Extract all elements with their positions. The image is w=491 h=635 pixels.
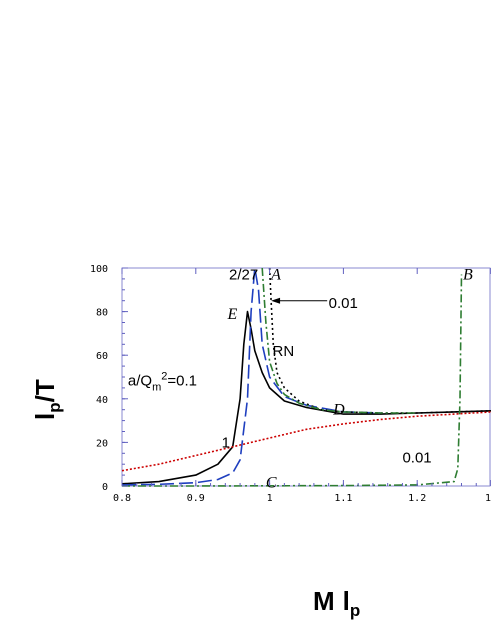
annotation-label: 2/27	[229, 267, 258, 284]
y-tick-label: 0	[102, 482, 108, 493]
annotation-label: A	[270, 267, 281, 284]
y-axis-title-main: l	[30, 413, 60, 420]
x-tick-label: 1.	[485, 493, 491, 504]
annotation-label: 0.01	[329, 295, 358, 312]
x-axis-title-main: M	[313, 586, 335, 616]
annotation-label: D	[332, 402, 345, 419]
y-axis-title-tail: /T	[30, 379, 60, 402]
x-tick-label: 0.9	[187, 493, 205, 504]
y-axis-title: lp/T	[30, 379, 64, 420]
arrow-head	[271, 297, 281, 304]
x-tick-label: 1	[267, 493, 273, 504]
annotations: 2/27 A B 0.01 E RN D 1 0.01 C	[222, 267, 473, 492]
parameter-label-pre: a/Q	[128, 373, 152, 390]
y-tick-label: 40	[96, 395, 108, 406]
y-tick-label: 20	[96, 438, 108, 449]
parameter-label: a/Qm2=0.1	[128, 371, 197, 394]
series-line	[121, 310, 491, 485]
annotation-label: E	[227, 306, 238, 323]
series-line	[121, 267, 381, 486]
x-axis-title-sep: l	[343, 586, 350, 616]
x-tick-label: 0.8	[113, 493, 131, 504]
annotation-label: 1	[222, 434, 230, 451]
series-line	[261, 267, 418, 414]
x-axis-title-sub: p	[350, 601, 360, 620]
parameter-label-sup: 2	[161, 371, 167, 383]
y-tick-label: 80	[96, 308, 108, 319]
arrow-annotation	[271, 297, 328, 304]
y-tick-label: 100	[90, 264, 108, 275]
annotation-label: 0.01	[402, 450, 431, 467]
y-axis-title-sub: p	[45, 402, 64, 412]
y-tick-label: 60	[96, 351, 108, 362]
series-line	[268, 267, 491, 414]
series-line	[121, 411, 491, 472]
parameter-label-post: =0.1	[167, 373, 197, 390]
parameter-label-sub: m	[152, 382, 161, 394]
annotation-label: B	[463, 267, 473, 284]
annotation-label: C	[266, 475, 277, 492]
axis-ticks: 0.8 0.9 1 1.1 1.2 1. 0 20 40 60 80 100	[90, 264, 491, 504]
x-tick-label: 1.1	[334, 493, 352, 504]
annotation-label: RN	[273, 343, 295, 360]
x-tick-label: 1.2	[408, 493, 426, 504]
